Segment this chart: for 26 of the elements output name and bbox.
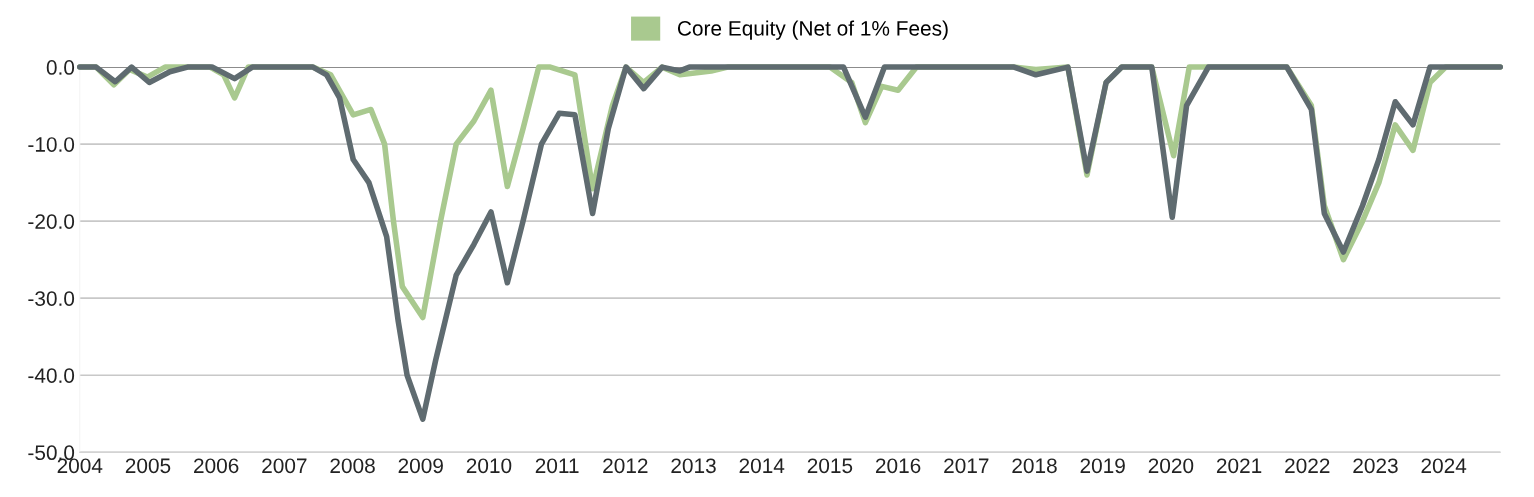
x-tick-label: 2016 [875, 458, 921, 474]
x-tick-label: 2012 [603, 458, 648, 474]
x-tick-label: 2005 [125, 458, 171, 474]
y-tick-label: -40.0 [28, 368, 75, 383]
x-tick-label: 2014 [739, 458, 785, 474]
x-tick-label: 2008 [330, 458, 375, 474]
x-tick-label: 2007 [262, 458, 307, 474]
x-tick-label: 2013 [671, 458, 716, 474]
x-tick-label: 2011 [535, 458, 579, 474]
x-tick-label: 2022 [1285, 458, 1330, 474]
legend-label: Core Equity (Net of 1% Fees) [677, 20, 948, 40]
x-tick-label: 2017 [944, 458, 989, 474]
x-tick-label: 2023 [1353, 458, 1398, 474]
x-tick-label: 2019 [1080, 458, 1125, 474]
x-tick-label: 2009 [398, 458, 443, 474]
y-tick-label: -20.0 [28, 214, 75, 229]
x-tick-label: 2015 [807, 458, 853, 474]
x-tick-label: 2024 [1421, 458, 1467, 474]
y-tick-label: 0.0 [46, 60, 75, 75]
x-tick-label: 2006 [194, 458, 239, 474]
y-tick-label: -30.0 [28, 291, 75, 306]
x-tick-label: 2021 [1216, 458, 1262, 474]
x-tick-label: 2010 [466, 458, 512, 474]
x-tick-label: 2020 [1148, 458, 1194, 474]
x-tick-label: 2018 [1012, 458, 1057, 474]
y-tick-label: -10.0 [28, 137, 75, 152]
